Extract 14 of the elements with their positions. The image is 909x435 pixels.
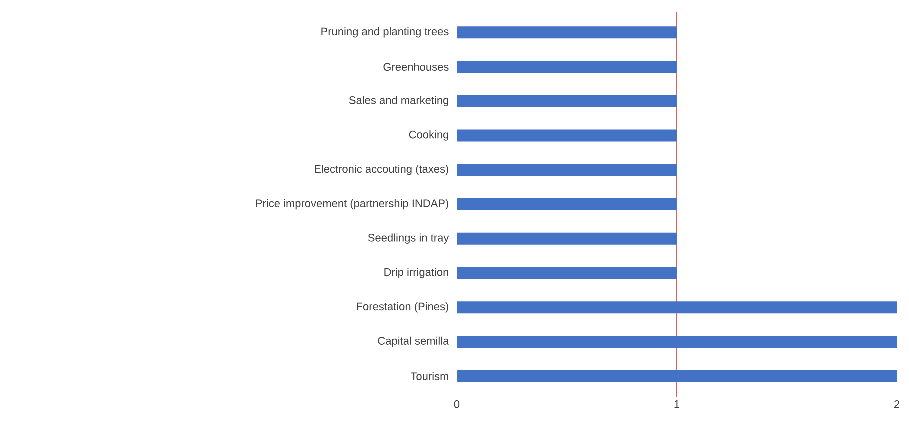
x-tick-label: 2 xyxy=(894,400,900,408)
y-tick-label: Drip irrigation xyxy=(384,268,448,278)
y-tick-label: Capital semilla xyxy=(378,336,450,348)
y-tick-label: Pruning and planting trees xyxy=(322,27,449,38)
y-tick-label: Price improvement (partnership INDAP) xyxy=(256,199,448,210)
y-tick-label: Seedlings in tray xyxy=(368,234,450,244)
y-tick-label: Greenhouses xyxy=(384,62,449,72)
y-tick-label: Electronic accouting (taxes) xyxy=(315,164,448,176)
y-tick-label: Sales and marketing xyxy=(349,96,448,106)
y-tick-label: Forestation (Pines) xyxy=(357,302,448,313)
x-tick-label: 1 xyxy=(674,400,680,408)
y-tick-label: Tourism xyxy=(410,372,448,380)
y-tick-label: Cooking xyxy=(409,130,448,141)
x-tick-label: 0 xyxy=(454,400,460,408)
